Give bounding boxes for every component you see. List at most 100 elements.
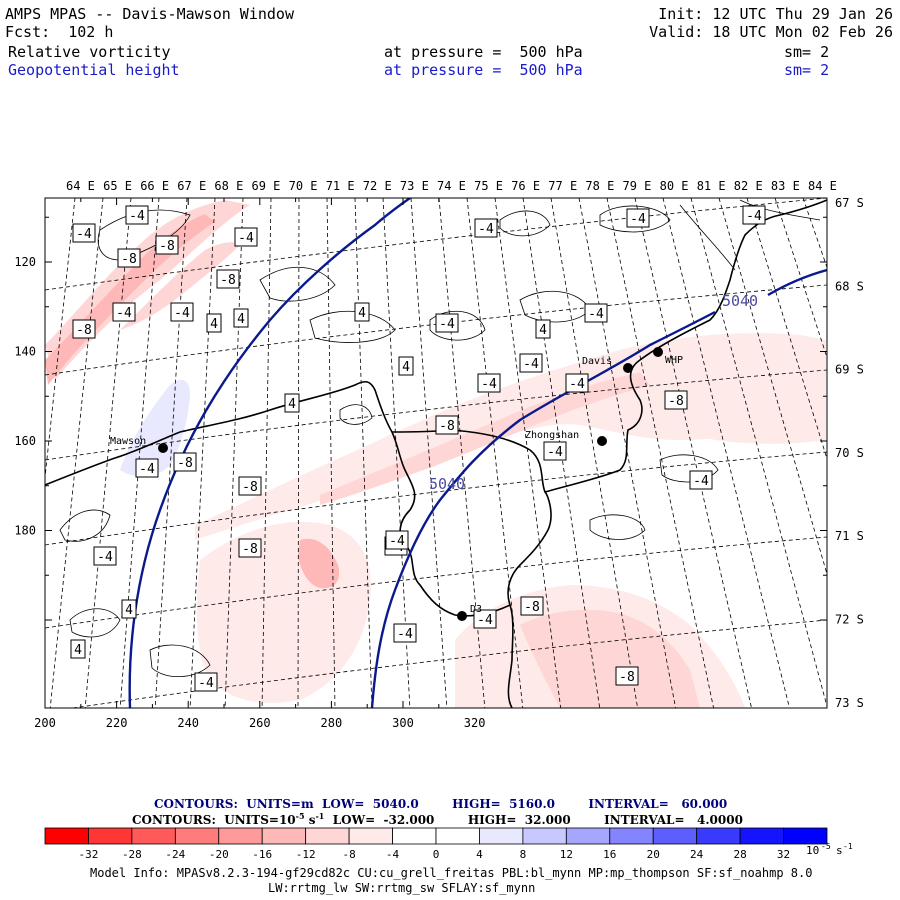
colorbar-label: 8 [520, 848, 527, 861]
vort-label: -4 [435, 313, 459, 333]
vort-label-text: 4 [125, 603, 133, 618]
vort-label-box [206, 313, 222, 333]
vort-label-text: 4 [210, 317, 218, 332]
field2-name: Geopotential height [8, 61, 180, 79]
vort-label-box [135, 458, 159, 478]
height-label-2: 5040 [429, 475, 465, 493]
vort-label-box [435, 415, 459, 435]
lon-label: 77 E [548, 179, 577, 193]
vort-region-main-band-core [320, 372, 650, 505]
vort-label-box [70, 639, 86, 659]
map-frame [44, 197, 828, 709]
parallel-71S [45, 536, 827, 629]
vort-label: -8 [238, 538, 262, 558]
lat-label: 73 S [835, 696, 864, 710]
colorbar-unit-exp2: -1 [843, 842, 853, 851]
vort-label-text: -4 [693, 474, 709, 489]
vort-label: -4 [626, 208, 650, 228]
vort-label: -4 [170, 302, 194, 322]
vort-label: -4 [689, 470, 713, 490]
colorbar-label: -8 [342, 848, 355, 861]
vort-label-text: -4 [569, 377, 585, 392]
vort-caption-exp: -5 [295, 811, 305, 821]
parallel-70S [45, 451, 827, 546]
vort-caption-prefix: CONTOURS: UNITS=10 [132, 813, 296, 827]
axis-ticks [44, 198, 827, 708]
vort-label-text: -8 [242, 542, 258, 557]
x-tick-label: 260 [249, 716, 271, 730]
vort-label-text: -4 [630, 212, 646, 227]
meridian-84E [634, 198, 752, 708]
coastline [45, 199, 827, 708]
meridian-83E [606, 198, 714, 708]
lon-label: 81 E [697, 179, 726, 193]
colorbar-swatch [131, 827, 176, 845]
vort-caption-exp2: -1 [315, 811, 325, 821]
lon-label: 70 E [289, 179, 318, 193]
vort-label: -4 [194, 672, 218, 692]
colorbar-swatch [783, 827, 828, 845]
parallel-69S [45, 369, 827, 461]
model-info-line1: Model Info: MPASv8.2.3-194-gf29cd82c CU:… [90, 866, 813, 880]
lon-label: 65 E [103, 179, 132, 193]
vort-label-box [615, 666, 639, 686]
meridian-64E [45, 198, 76, 482]
colorbar-swatch [261, 827, 307, 845]
vort-label-text: -4 [439, 317, 455, 332]
vort-label-text: -8 [159, 239, 175, 254]
vorticity-contours [59, 199, 821, 678]
height-contour-east [767, 268, 827, 297]
colorbar-swatch [522, 827, 567, 845]
vort-label-text: -4 [116, 306, 132, 321]
vort-label-text: -4 [523, 357, 539, 372]
vort-label-box [385, 530, 409, 550]
vort-label: -4 [473, 609, 497, 629]
station-marker-davis [623, 363, 633, 373]
vort-label-box [238, 538, 262, 558]
vort-label: -4 [112, 302, 136, 322]
field1-name: Relative vorticity [8, 43, 171, 61]
vort-label: 4 [233, 308, 249, 328]
colorbar-label: -20 [209, 848, 229, 861]
vort-label: 4 [398, 356, 414, 376]
vort-label-text: 4 [288, 397, 296, 412]
forecast-hour: Fcst: 102 h [5, 23, 114, 41]
vort-label-box [584, 303, 608, 323]
latitude-labels: 67 S 68 S 69 S 70 S 71 S 72 S 73 S [835, 196, 864, 710]
parallel-68S [45, 284, 827, 376]
vort-contour-11 [69, 608, 121, 638]
vort-label-text: -4 [198, 676, 214, 691]
colorbar-swatch [652, 827, 698, 845]
vort-label: -8 [664, 390, 688, 410]
vort-label-box [112, 302, 136, 322]
vort-caption-rest: LOW= -32.000 HIGH= 32.000 INTERVAL= 4.00… [324, 813, 743, 827]
x-tick-labels: 200 220 240 260 280 300 320 [34, 716, 485, 730]
vort-label-box [393, 623, 417, 643]
vort-label-text: -4 [547, 445, 563, 460]
graticule [45, 198, 827, 708]
meridian-85E [662, 198, 790, 708]
vort-label: 4 [70, 639, 86, 659]
vort-contour-14 [659, 454, 719, 483]
vort-label-box [520, 596, 544, 616]
vort-label-box [398, 356, 414, 376]
colorbar-swatch [348, 827, 393, 845]
valid-time: Valid: 18 UTC Mon 02 Feb 26 [649, 23, 893, 41]
colorbar-swatch [609, 827, 654, 845]
field2-level: at pressure = 500 hPa [384, 61, 583, 79]
vort-contour-3 [309, 310, 396, 343]
x-tick-label: 220 [106, 716, 128, 730]
meridian-69E [189, 198, 216, 708]
vort-label-text: -4 [746, 209, 762, 224]
parallel-72S [70, 619, 827, 708]
vort-label-box [173, 452, 197, 472]
x-tick-label: 300 [392, 716, 414, 730]
y-tick-label: 120 [14, 255, 36, 269]
lat-label: 72 S [835, 613, 864, 627]
vort-label: -4 [385, 530, 409, 550]
meridian-81E [550, 198, 639, 708]
meridian-82E [578, 198, 677, 708]
y-tick-label: 180 [14, 524, 36, 538]
vort-contour-4 [429, 311, 486, 341]
lon-label: 64 E [66, 179, 95, 193]
